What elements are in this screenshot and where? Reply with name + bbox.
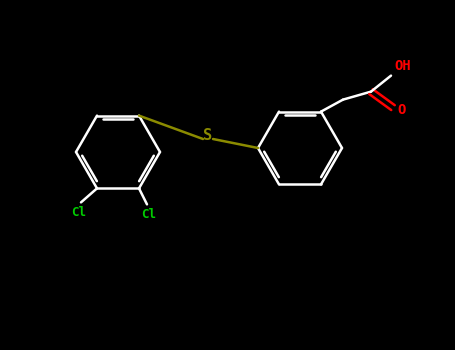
Text: S: S <box>203 127 212 142</box>
Text: OH: OH <box>394 59 411 73</box>
Text: Cl: Cl <box>71 206 86 219</box>
Text: O: O <box>397 103 405 117</box>
Text: Cl: Cl <box>142 208 157 221</box>
